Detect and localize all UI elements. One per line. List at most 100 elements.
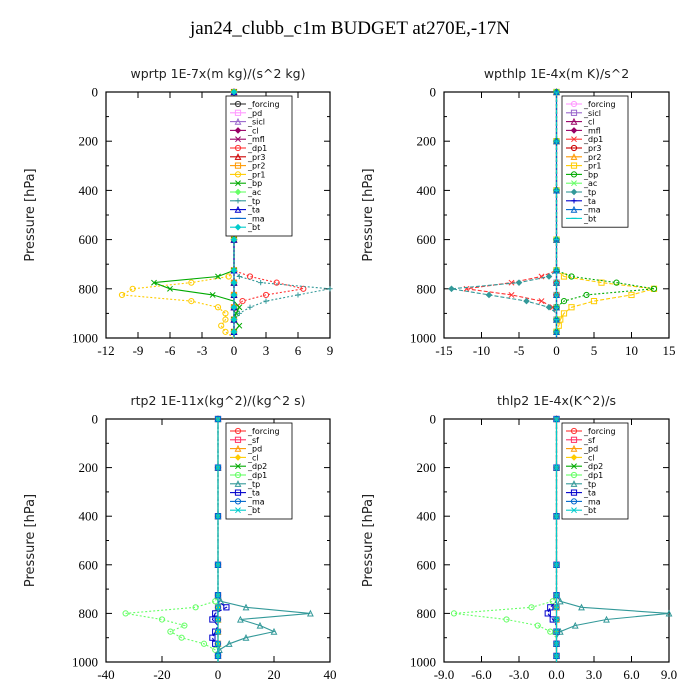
series-marker xyxy=(234,109,242,116)
series-marker xyxy=(235,463,241,470)
series-marker xyxy=(570,427,578,435)
y-axis-label: Pressure [hPa] xyxy=(23,168,38,261)
legend-entry: _pd xyxy=(247,445,262,454)
series-line-dp1 xyxy=(466,92,558,338)
series-marker xyxy=(247,304,253,310)
chart-panel-1: wprtp 1E-7x(m kg)/(s^2 kg) Pressure [hPa]… xyxy=(23,66,333,358)
series-marker xyxy=(222,316,229,323)
series-marker xyxy=(560,310,568,317)
x-tick-label: 3 xyxy=(263,343,270,358)
legend-entry: _sf xyxy=(583,436,595,445)
legend-entry: _bp xyxy=(583,170,598,179)
series-marker xyxy=(234,427,242,435)
series-marker xyxy=(215,416,221,422)
series-marker xyxy=(570,162,578,169)
legend-entry: _dp1 xyxy=(247,144,267,153)
series-marker xyxy=(234,454,242,461)
legend-entry: _pr1 xyxy=(247,170,265,179)
legend-entry: _ta xyxy=(247,206,260,215)
legend-entry: _ma xyxy=(247,497,265,506)
legend-entry: _ac xyxy=(247,188,261,197)
series-marker xyxy=(547,628,554,635)
series-marker xyxy=(209,634,216,641)
series-marker xyxy=(545,273,553,280)
y-axis-label: Pressure [hPa] xyxy=(361,168,376,261)
legend-entry: _cl xyxy=(583,453,595,462)
series-marker xyxy=(225,273,232,280)
series-marker xyxy=(485,291,493,299)
series-marker xyxy=(230,267,238,274)
y-tick-label: 1000 xyxy=(72,655,98,670)
series-marker xyxy=(234,223,242,231)
series-marker xyxy=(209,291,216,298)
legend-entry: _ta xyxy=(583,489,596,498)
chart-panel-4: thlp2 1E-4x(K^2)/s Pressure [hPa] 0 200 400 6… xyxy=(361,393,677,682)
series-marker xyxy=(236,615,244,623)
series-marker xyxy=(215,604,221,611)
series-marker xyxy=(549,616,556,623)
y-tick-label: 1000 xyxy=(72,331,98,346)
series-marker xyxy=(234,205,242,213)
y-tick-label: 200 xyxy=(79,460,99,475)
series-marker xyxy=(570,480,578,487)
legend-entry: _tp xyxy=(247,480,260,489)
series-marker xyxy=(553,592,560,599)
y-tick-label: 400 xyxy=(79,183,99,198)
series-marker xyxy=(256,621,264,629)
y-tick-label: 0 xyxy=(430,412,437,427)
series-marker xyxy=(234,171,242,178)
legend-entry: _tp xyxy=(583,480,596,489)
series-marker xyxy=(570,109,578,116)
y-tick-label: 0 xyxy=(92,412,99,427)
series-marker xyxy=(234,480,242,487)
legend-entry: _bp xyxy=(247,179,262,188)
series-marker xyxy=(570,471,578,479)
legend-entry: _pr1 xyxy=(583,162,601,171)
series-marker xyxy=(570,205,578,213)
legend-entry: _pr2 xyxy=(583,153,601,162)
series-marker xyxy=(181,622,188,629)
series-marker xyxy=(553,464,560,471)
series-marker xyxy=(234,144,242,152)
x-tick-label: -3 xyxy=(197,343,208,358)
legend-box xyxy=(225,422,293,520)
legend-entry: _bt xyxy=(247,223,260,232)
y-tick-label: 1000 xyxy=(410,655,436,670)
series-marker xyxy=(570,444,578,452)
series-marker xyxy=(570,188,578,196)
series-marker xyxy=(544,610,551,617)
series-marker xyxy=(553,416,560,422)
series-line-ta xyxy=(211,419,228,662)
series-marker xyxy=(568,273,575,280)
series-marker xyxy=(571,463,577,470)
series-marker xyxy=(235,180,241,187)
x-tick-label: 6 xyxy=(295,343,302,358)
series-marker xyxy=(508,279,515,286)
y-axis-label: Pressure [hPa] xyxy=(23,494,38,587)
series-marker xyxy=(230,316,238,323)
y-tick-label: 0 xyxy=(430,85,437,100)
series-marker xyxy=(560,298,568,305)
series-marker xyxy=(300,285,307,292)
legend-entry: _pd xyxy=(583,445,598,454)
series-marker xyxy=(549,598,556,605)
series-marker xyxy=(242,633,250,641)
legend-entry: _ma xyxy=(247,214,265,223)
x-tick-label: -3.0 xyxy=(509,667,530,682)
legend-entry: _ta xyxy=(583,197,596,206)
legend-box xyxy=(561,422,629,520)
series-marker xyxy=(178,634,185,641)
series-marker xyxy=(571,198,577,204)
series-line-dp1 xyxy=(453,419,558,662)
legend-box xyxy=(561,95,629,228)
legend-entry: _sf xyxy=(247,436,259,445)
series-marker xyxy=(234,188,242,196)
y-tick-label: 800 xyxy=(79,606,99,621)
legend-entry: _ma xyxy=(583,497,601,506)
series-marker xyxy=(556,597,564,605)
y-tick-label: 800 xyxy=(417,606,437,621)
series-marker xyxy=(295,292,301,298)
y-tick-label: 800 xyxy=(79,281,99,296)
legend-entry: _tp xyxy=(583,188,596,197)
